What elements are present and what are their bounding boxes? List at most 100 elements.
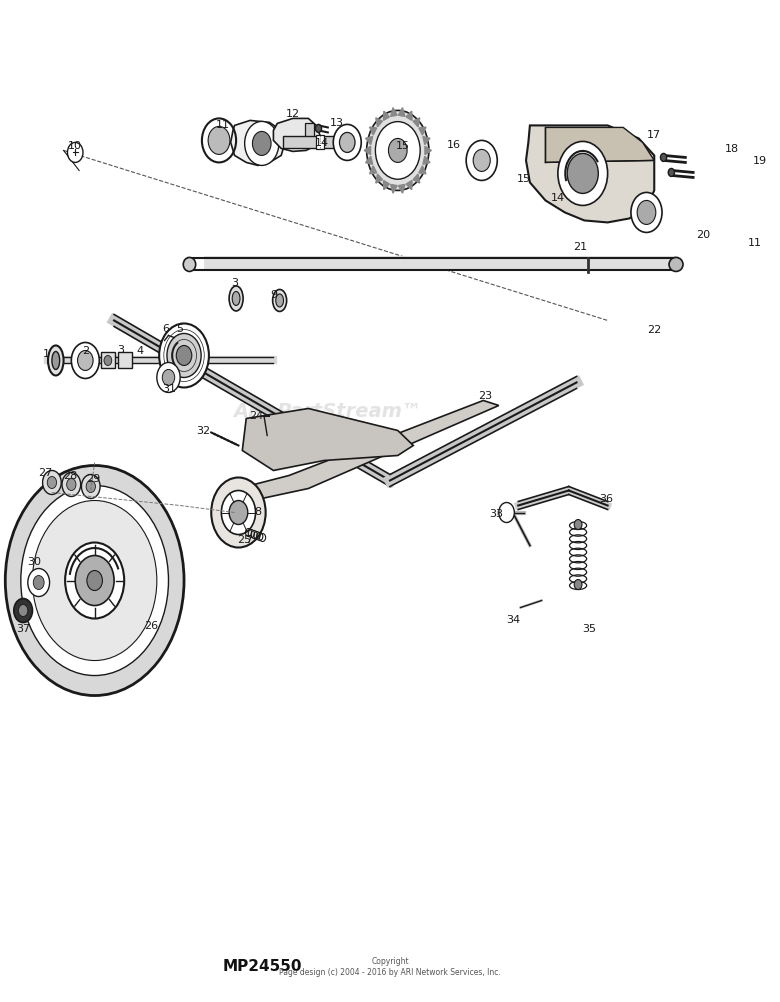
Circle shape [558,142,608,206]
Text: 11: 11 [748,238,762,248]
Circle shape [33,501,157,661]
Text: 26: 26 [144,620,158,630]
Circle shape [574,580,582,590]
Text: 3: 3 [117,345,124,355]
Circle shape [367,111,429,191]
Polygon shape [406,112,412,121]
Circle shape [466,141,498,181]
Text: 4: 4 [136,346,144,356]
Ellipse shape [52,352,60,370]
Polygon shape [376,118,382,127]
Polygon shape [250,401,499,499]
Text: 34: 34 [505,614,519,624]
Text: 1: 1 [43,349,50,359]
Circle shape [574,520,582,530]
Ellipse shape [183,259,196,273]
Circle shape [67,143,83,163]
Text: 14: 14 [551,193,565,203]
Circle shape [631,193,662,233]
Polygon shape [391,108,397,117]
Text: 13: 13 [330,118,344,128]
Circle shape [229,501,248,525]
Text: 30: 30 [27,556,41,566]
Circle shape [637,201,656,225]
Polygon shape [370,128,377,136]
Circle shape [87,571,102,591]
Polygon shape [413,118,420,127]
Text: 25: 25 [237,534,251,544]
Bar [282,137,345,149]
Text: 33: 33 [490,508,503,518]
Text: 18: 18 [725,144,739,154]
Polygon shape [413,175,420,184]
Circle shape [333,125,361,161]
Circle shape [567,154,598,194]
Circle shape [176,346,192,366]
Circle shape [21,486,168,676]
Circle shape [211,478,266,548]
Ellipse shape [276,295,283,308]
Text: 32: 32 [197,426,211,436]
Circle shape [499,503,514,523]
Text: 20: 20 [697,230,711,240]
Text: 23: 23 [479,391,493,401]
Text: 17: 17 [647,130,661,140]
Text: 29: 29 [86,474,100,484]
Text: 12: 12 [285,109,300,119]
Circle shape [86,481,95,493]
Circle shape [208,127,230,155]
Polygon shape [366,157,373,165]
Text: 37: 37 [16,623,30,633]
Circle shape [157,363,180,393]
Polygon shape [384,181,389,190]
Polygon shape [399,185,405,194]
Circle shape [77,351,93,371]
Ellipse shape [232,293,240,307]
Text: 28: 28 [62,471,77,481]
Text: 6: 6 [163,324,170,334]
Circle shape [104,356,112,366]
Circle shape [388,139,407,163]
Text: 9: 9 [270,291,277,301]
Circle shape [668,169,675,177]
Ellipse shape [229,287,243,312]
Text: 19: 19 [753,156,767,166]
Text: 36: 36 [599,494,613,504]
Circle shape [245,122,279,166]
Bar [118,353,132,369]
Circle shape [66,479,76,491]
Bar [334,136,342,150]
Circle shape [43,471,62,495]
Polygon shape [419,128,426,136]
Circle shape [34,576,44,590]
Text: 3: 3 [231,279,238,289]
Bar [316,136,324,150]
Circle shape [14,599,33,623]
Circle shape [315,125,321,133]
Text: 31: 31 [162,384,176,394]
Circle shape [65,543,124,619]
Text: 11: 11 [216,120,230,130]
Bar [101,353,115,369]
Polygon shape [425,147,431,155]
Ellipse shape [273,291,286,313]
Text: 27: 27 [37,468,52,478]
Polygon shape [384,112,389,121]
Polygon shape [423,137,430,145]
Polygon shape [406,181,412,190]
Circle shape [75,556,114,606]
Polygon shape [399,108,405,117]
Text: 10: 10 [68,141,82,151]
Polygon shape [370,166,377,174]
Circle shape [5,466,184,695]
Text: 22: 22 [647,325,661,335]
Text: 15: 15 [396,141,410,151]
Polygon shape [526,126,654,223]
Circle shape [81,475,100,499]
Circle shape [339,133,355,153]
Polygon shape [231,121,285,166]
Circle shape [473,150,491,172]
Text: 14: 14 [315,138,329,148]
Text: 16: 16 [447,140,461,150]
Ellipse shape [669,259,683,273]
